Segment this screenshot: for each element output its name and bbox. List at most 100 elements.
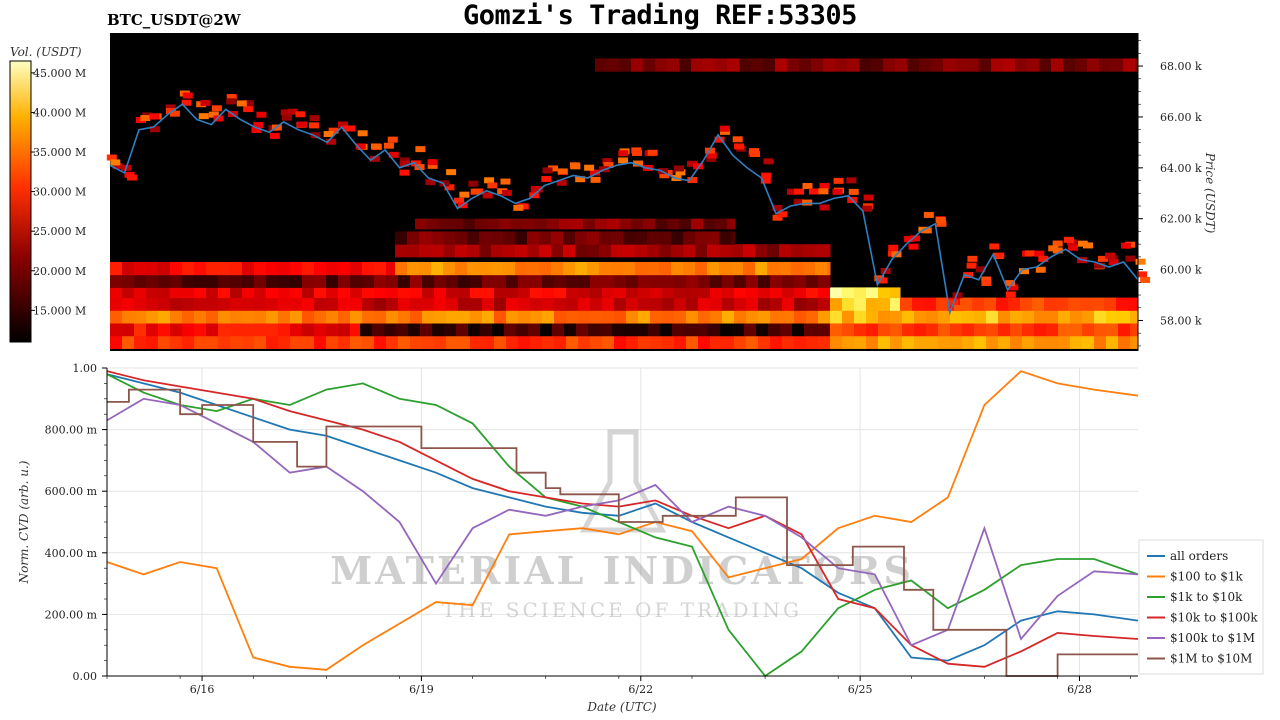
heatmap-cell xyxy=(446,169,457,176)
heatmap-cell xyxy=(170,335,183,349)
heatmap-cell xyxy=(106,154,117,161)
heatmap-cell xyxy=(578,274,591,288)
heatmap-cell xyxy=(399,160,410,167)
heatmap-cell xyxy=(170,287,183,299)
heatmap-cell xyxy=(770,310,783,324)
heatmap-cell xyxy=(278,274,291,288)
heatmap-cell xyxy=(758,335,771,349)
heatmap-cell xyxy=(491,244,504,258)
heatmap-cell xyxy=(278,335,291,349)
price-axis-label: Price (USDT) xyxy=(1203,152,1217,234)
heatmap-cell xyxy=(518,203,529,210)
heatmap-cell xyxy=(655,58,668,72)
heatmap-cell xyxy=(110,310,123,324)
heatmap-cell xyxy=(410,335,423,349)
heatmap-cell xyxy=(607,58,620,72)
heatmap-cell xyxy=(687,177,698,184)
heatmap-cell xyxy=(410,310,423,324)
heatmap-cell xyxy=(540,323,553,337)
heatmap-cell xyxy=(338,261,351,276)
heatmap-cell xyxy=(998,335,1011,349)
heatmap-cell xyxy=(647,231,660,245)
heatmap-cell xyxy=(295,111,306,118)
heatmap-cell xyxy=(734,297,747,311)
heatmap-cell xyxy=(1105,252,1116,259)
heatmap-cell xyxy=(218,310,231,324)
heatmap-cell xyxy=(314,261,327,276)
heatmap-cell xyxy=(470,287,483,299)
heatmap-cell xyxy=(386,287,399,299)
heatmap-cell xyxy=(659,172,670,179)
cvd-y-tick-label: 800.00 m xyxy=(45,424,98,437)
heatmap-cell xyxy=(415,146,426,153)
heatmap-cell xyxy=(134,310,147,324)
heatmap-cell xyxy=(1018,268,1029,275)
heatmap-cell xyxy=(631,149,642,156)
price-tick-label: 64.00 k xyxy=(1160,162,1202,175)
heatmap-cell xyxy=(923,211,934,218)
heatmap-cell xyxy=(281,114,292,121)
heatmap-cell xyxy=(470,310,483,324)
heatmap-cell xyxy=(110,297,123,311)
heatmap-cell xyxy=(146,261,159,276)
heatmap-cell xyxy=(647,149,658,156)
heatmap-cell xyxy=(182,335,195,349)
heatmap-cell xyxy=(350,297,363,311)
heatmap-cell xyxy=(1092,297,1105,311)
heatmap-cell xyxy=(410,297,423,311)
heatmap-cell xyxy=(756,323,769,337)
heatmap-cell xyxy=(326,274,339,288)
price-tick-label: 58.00 k xyxy=(1160,314,1202,327)
heatmap-cell xyxy=(1022,323,1035,337)
heatmap-cell xyxy=(302,335,315,349)
heatmap-cell xyxy=(815,261,828,276)
heatmap-cell xyxy=(326,261,339,276)
heatmap-cell xyxy=(818,287,831,299)
heatmap-cell xyxy=(763,158,774,165)
heatmap-cell xyxy=(846,177,857,184)
heatmap-cell xyxy=(323,131,334,138)
heatmap-cell xyxy=(523,218,536,230)
heatmap-cell xyxy=(674,297,687,311)
heatmap-cell xyxy=(595,218,608,230)
heatmap-cell xyxy=(1070,310,1083,324)
heatmap-cell xyxy=(122,310,135,324)
heatmap-cell xyxy=(662,310,675,324)
cvd-x-tick-label: 6/22 xyxy=(628,683,653,696)
heatmap-cell xyxy=(170,310,183,324)
heatmap-cell xyxy=(515,261,528,276)
heatmap-cell xyxy=(914,310,927,324)
heatmap-cell xyxy=(198,113,209,120)
heatmap-cell xyxy=(146,287,159,299)
heatmap-cell xyxy=(134,274,147,288)
heatmap-cell xyxy=(871,58,884,72)
heatmap-cell xyxy=(772,205,783,212)
heatmap-cell xyxy=(1108,259,1119,266)
heatmap-cell xyxy=(1130,335,1139,349)
heatmap-cell xyxy=(170,323,183,337)
heatmap-cell xyxy=(806,287,819,299)
heatmap-cell xyxy=(398,297,411,311)
heatmap-cell xyxy=(374,335,387,349)
heatmap-cell xyxy=(443,244,456,258)
heatmap-cell xyxy=(703,58,716,72)
heatmap-cell xyxy=(687,160,698,167)
heatmap-cells xyxy=(106,58,1151,349)
heatmap-cell xyxy=(425,179,436,186)
heatmap-cell xyxy=(302,261,315,276)
heatmap-cell xyxy=(338,274,351,288)
heatmap-cell xyxy=(706,152,717,159)
heatmap-cell xyxy=(254,335,267,349)
heatmap-cell xyxy=(854,310,867,324)
heatmap-cell xyxy=(386,335,399,349)
heatmap-cell xyxy=(782,310,795,324)
heatmap-cell xyxy=(206,261,219,276)
heatmap-cell xyxy=(395,261,408,276)
heatmap-cell xyxy=(314,335,327,349)
heatmap-cell xyxy=(194,323,207,337)
cvd-x-tick-label: 6/25 xyxy=(848,683,873,696)
heatmap-cell xyxy=(715,218,728,230)
heatmap-cell xyxy=(266,261,279,276)
heatmap-cell xyxy=(746,274,759,288)
heatmap-cell xyxy=(878,323,891,337)
